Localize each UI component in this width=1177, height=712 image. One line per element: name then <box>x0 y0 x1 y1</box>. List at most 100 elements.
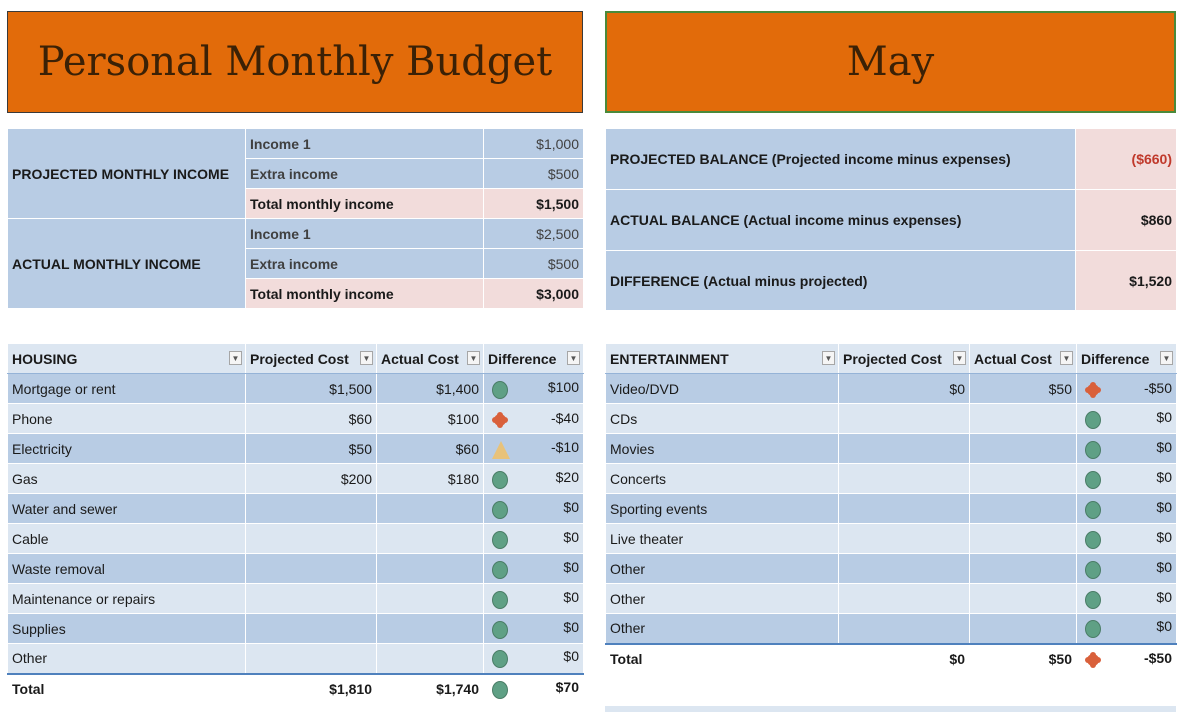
projected-cost-cell[interactable] <box>838 553 970 584</box>
projected-cost-cell[interactable] <box>838 403 970 434</box>
actual-cost-cell[interactable] <box>376 523 484 554</box>
month-banner[interactable]: May <box>605 11 1176 113</box>
difference-cell[interactable]: $0 <box>1076 433 1177 464</box>
projected-cost-cell[interactable]: $200 <box>245 463 377 494</box>
item-cell[interactable]: Mortgage or rent <box>7 373 246 404</box>
actual-cost-cell[interactable] <box>969 613 1077 644</box>
actual-extra-income-label[interactable]: Extra income <box>245 248 484 279</box>
housing-header-projected[interactable]: Projected Cost ▼ <box>245 343 377 374</box>
projected-cost-cell[interactable]: $60 <box>245 403 377 434</box>
projected-cost-cell[interactable] <box>838 583 970 614</box>
filter-dropdown-icon[interactable]: ▼ <box>822 351 835 365</box>
difference-cell[interactable]: -$50 <box>1076 642 1177 674</box>
difference-cell[interactable]: -$40 <box>483 403 584 434</box>
item-cell[interactable]: CDs <box>605 403 839 434</box>
actual-total-value[interactable]: $3,000 <box>483 278 584 309</box>
projected-extra-income-label[interactable]: Extra income <box>245 158 484 189</box>
item-cell[interactable]: Gas <box>7 463 246 494</box>
projected-cost-cell[interactable]: $0 <box>838 373 970 404</box>
item-cell[interactable]: Waste removal <box>7 553 246 584</box>
filter-dropdown-icon[interactable]: ▼ <box>229 351 242 365</box>
actual-balance-label[interactable]: ACTUAL BALANCE (Actual income minus expe… <box>605 189 1076 251</box>
actual-balance-value[interactable]: $860 <box>1075 189 1177 251</box>
difference-cell[interactable]: $0 <box>483 643 584 674</box>
item-cell[interactable]: Water and sewer <box>7 493 246 524</box>
entertainment-header-difference[interactable]: Difference ▼ <box>1076 343 1177 374</box>
difference-cell[interactable]: $70 <box>483 672 584 704</box>
difference-cell[interactable]: $0 <box>483 553 584 584</box>
entertainment-header-projected[interactable]: Projected Cost ▼ <box>838 343 970 374</box>
item-cell[interactable]: Sporting events <box>605 493 839 524</box>
actual-cost-cell[interactable]: $100 <box>376 403 484 434</box>
projected-cost-cell[interactable] <box>245 553 377 584</box>
actual-cost-cell[interactable] <box>969 403 1077 434</box>
projected-cost-cell[interactable]: $0 <box>838 642 970 674</box>
actual-cost-cell[interactable]: $180 <box>376 463 484 494</box>
filter-dropdown-icon[interactable]: ▼ <box>360 351 373 365</box>
actual-income-label[interactable]: ACTUAL MONTHLY INCOME <box>7 218 246 309</box>
item-cell[interactable]: Maintenance or repairs <box>7 583 246 614</box>
difference-cell[interactable]: $0 <box>483 583 584 614</box>
actual-cost-cell[interactable] <box>376 613 484 644</box>
actual-total-label[interactable]: Total monthly income <box>245 278 484 309</box>
actual-cost-cell[interactable] <box>376 643 484 674</box>
difference-cell[interactable]: $0 <box>1076 553 1177 584</box>
difference-cell[interactable]: $0 <box>483 493 584 524</box>
filter-dropdown-icon[interactable]: ▼ <box>953 351 966 365</box>
difference-cell[interactable]: $100 <box>483 373 584 404</box>
difference-cell[interactable]: $0 <box>1076 493 1177 524</box>
filter-dropdown-icon[interactable]: ▼ <box>1160 351 1173 365</box>
projected-income-1-label[interactable]: Income 1 <box>245 128 484 159</box>
projected-balance-value[interactable]: ($660) <box>1075 128 1177 190</box>
difference-cell[interactable]: -$10 <box>483 433 584 464</box>
item-cell[interactable]: Other <box>605 613 839 644</box>
actual-cost-cell[interactable] <box>969 553 1077 584</box>
difference-cell[interactable]: $0 <box>483 523 584 554</box>
projected-cost-cell[interactable]: $1,500 <box>245 373 377 404</box>
actual-cost-cell[interactable]: $50 <box>969 642 1077 674</box>
item-cell[interactable]: Other <box>7 643 246 674</box>
difference-cell[interactable]: $0 <box>1076 403 1177 434</box>
actual-cost-cell[interactable] <box>969 583 1077 614</box>
projected-cost-cell[interactable] <box>838 433 970 464</box>
housing-header-difference[interactable]: Difference ▼ <box>483 343 584 374</box>
budget-title-banner[interactable]: Personal Monthly Budget <box>7 11 583 113</box>
item-cell[interactable]: Other <box>605 583 839 614</box>
projected-cost-cell[interactable] <box>245 613 377 644</box>
actual-cost-cell[interactable]: $1,740 <box>376 672 484 704</box>
item-cell[interactable]: Electricity <box>7 433 246 464</box>
housing-header-actual[interactable]: Actual Cost ▼ <box>376 343 484 374</box>
item-cell[interactable]: Cable <box>7 523 246 554</box>
projected-income-label[interactable]: PROJECTED MONTHLY INCOME <box>7 128 246 219</box>
item-cell[interactable]: Video/DVD <box>605 373 839 404</box>
difference-cell[interactable]: $0 <box>1076 463 1177 494</box>
entertainment-header-category[interactable]: ENTERTAINMENT ▼ <box>605 343 839 374</box>
difference-cell[interactable]: $20 <box>483 463 584 494</box>
actual-cost-cell[interactable] <box>376 583 484 614</box>
actual-extra-income-value[interactable]: $500 <box>483 248 584 279</box>
projected-total-value[interactable]: $1,500 <box>483 188 584 219</box>
difference-cell[interactable]: $0 <box>483 613 584 644</box>
projected-extra-income-value[interactable]: $500 <box>483 158 584 189</box>
projected-cost-cell[interactable] <box>245 583 377 614</box>
housing-header-category[interactable]: HOUSING ▼ <box>7 343 246 374</box>
projected-cost-cell[interactable] <box>838 493 970 524</box>
actual-income-1-value[interactable]: $2,500 <box>483 218 584 249</box>
projected-cost-cell[interactable] <box>245 523 377 554</box>
difference-cell[interactable]: $0 <box>1076 613 1177 644</box>
item-cell[interactable]: Concerts <box>605 463 839 494</box>
projected-cost-cell[interactable] <box>838 463 970 494</box>
actual-cost-cell[interactable] <box>969 523 1077 554</box>
difference-cell[interactable]: $0 <box>1076 583 1177 614</box>
projected-cost-cell[interactable] <box>838 613 970 644</box>
item-cell[interactable]: Supplies <box>7 613 246 644</box>
projected-cost-cell[interactable]: $50 <box>245 433 377 464</box>
actual-cost-cell[interactable] <box>376 493 484 524</box>
difference-cell[interactable]: $0 <box>1076 523 1177 554</box>
item-cell[interactable]: Phone <box>7 403 246 434</box>
projected-balance-label[interactable]: PROJECTED BALANCE (Projected income minu… <box>605 128 1076 190</box>
projected-cost-cell[interactable] <box>245 493 377 524</box>
actual-cost-cell[interactable] <box>376 553 484 584</box>
item-cell[interactable]: Total <box>605 642 839 674</box>
difference-cell[interactable]: -$50 <box>1076 373 1177 404</box>
